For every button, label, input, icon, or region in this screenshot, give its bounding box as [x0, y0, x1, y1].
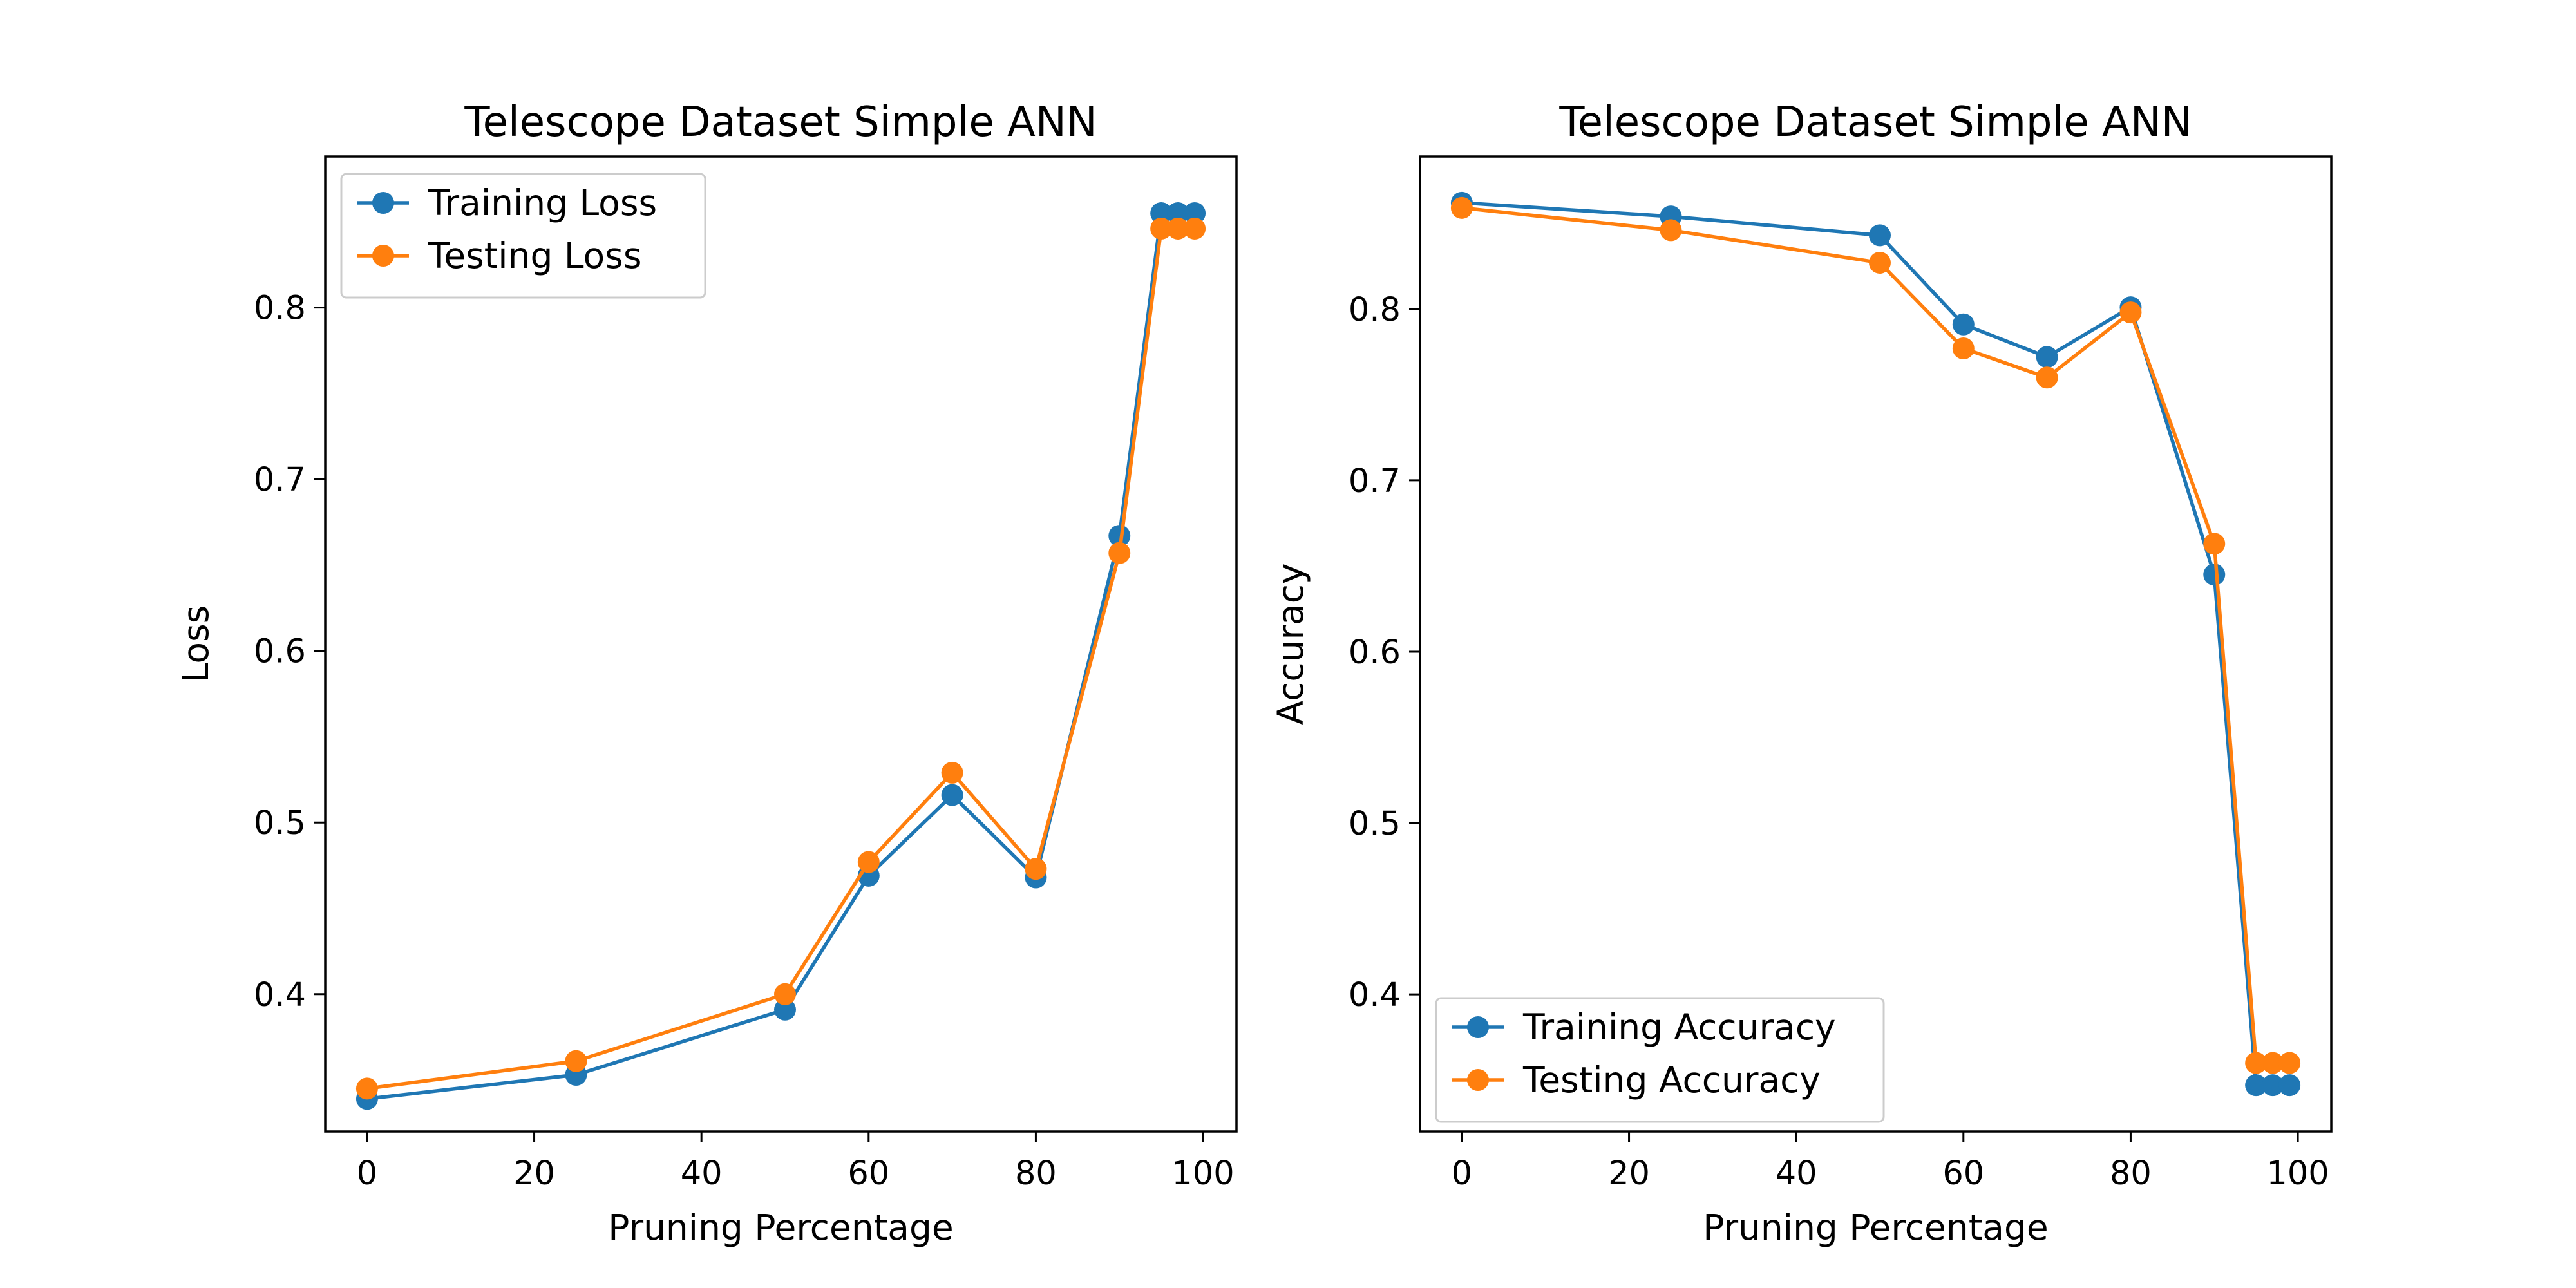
x-tick-label: 40 — [681, 1155, 723, 1193]
chart-title: Telescope Dataset Simple ANN — [1558, 99, 2192, 146]
legend-label: Testing Accuracy — [1522, 1059, 1821, 1101]
data-point — [941, 784, 963, 806]
series-line-2 — [1461, 206, 2290, 1065]
data-point — [1184, 202, 1206, 224]
y-tick-label: 0.8 — [1349, 291, 1401, 329]
legend-box — [1435, 997, 1885, 1123]
y-tick-label: 0.5 — [254, 804, 306, 842]
data-point — [1184, 217, 1206, 240]
data-point — [1108, 525, 1131, 547]
x-tick-label: 60 — [1942, 1155, 1984, 1193]
data-point — [1108, 542, 1131, 564]
data-point — [355, 1077, 378, 1100]
y-tick-label: 0.6 — [254, 633, 306, 671]
x-tick-label: 100 — [2266, 1155, 2329, 1193]
y-tick-label: 0.6 — [1349, 634, 1401, 672]
legend: Training Loss Testing Loss — [340, 173, 706, 299]
data-point — [1150, 217, 1173, 240]
data-point — [1660, 219, 1682, 242]
legend-swatch-marker — [1467, 1016, 1489, 1038]
x-axis-label: Pruning Percentage — [608, 1207, 953, 1248]
x-tick-label: 100 — [1171, 1155, 1234, 1193]
chart-panel-2: Telescope Dataset Simple ANN Pruning Perc… — [1270, 99, 2333, 1248]
x-axis-label: Pruning Percentage — [1703, 1207, 2048, 1248]
data-point — [1952, 337, 1975, 360]
data-point — [2278, 1052, 2301, 1074]
legend-label: Training Accuracy — [1522, 1007, 1836, 1048]
legend-label: Testing Loss — [428, 235, 641, 276]
y-axis-label: Loss — [175, 605, 216, 683]
y-tick-label: 0.7 — [254, 461, 306, 499]
plot-frame — [1419, 155, 2333, 1133]
data-point — [941, 761, 963, 784]
x-tick-label: 80 — [2110, 1155, 2152, 1193]
legend-label: Training Loss — [428, 182, 657, 223]
data-point — [1150, 202, 1173, 224]
data-point — [773, 998, 796, 1021]
data-point — [2036, 366, 2058, 389]
x-tick-label: 20 — [513, 1155, 555, 1193]
x-tick-label: 20 — [1608, 1155, 1650, 1193]
data-point — [1952, 313, 1975, 336]
data-point — [1025, 858, 1047, 880]
data-point — [773, 983, 796, 1005]
data-point — [2203, 533, 2226, 555]
series-line-1 — [366, 211, 1195, 1101]
data-point — [2203, 564, 2226, 586]
y-tick-label: 0.5 — [1349, 805, 1401, 843]
data-point — [2262, 1052, 2284, 1074]
y-tick-label: 0.4 — [1349, 976, 1401, 1014]
data-point — [1868, 224, 1891, 247]
chart-panel-1: Telescope Dataset Simple ANN Pruning Perc… — [175, 99, 1238, 1248]
data-point — [857, 851, 880, 873]
series-line-2 — [366, 227, 1195, 1091]
y-axis-label: Accuracy — [1270, 563, 1311, 724]
y-tick-label: 0.4 — [254, 976, 306, 1014]
x-tick-label: 80 — [1015, 1155, 1057, 1193]
chart-title: Telescope Dataset Simple ANN — [464, 99, 1097, 146]
data-point — [2278, 1074, 2301, 1097]
data-point — [2245, 1052, 2268, 1074]
plot-frame — [324, 155, 1238, 1133]
series-line-1 — [1461, 201, 2290, 1087]
legend-swatch-marker — [1467, 1069, 1489, 1091]
data-point — [2119, 301, 2142, 324]
data-point — [565, 1050, 587, 1072]
y-tick-label: 0.7 — [1349, 462, 1401, 500]
data-point — [1868, 251, 1891, 274]
y-tick-label: 0.8 — [254, 290, 306, 328]
legend-swatch-marker — [372, 245, 394, 267]
x-tick-label: 60 — [848, 1155, 889, 1193]
data-point — [2245, 1074, 2268, 1097]
legend-swatch-marker — [372, 192, 394, 214]
legend-box — [340, 173, 706, 299]
data-point — [1167, 217, 1189, 240]
data-point — [2262, 1074, 2284, 1097]
data-point — [1450, 196, 1473, 219]
x-tick-label: 0 — [1452, 1155, 1472, 1193]
x-tick-label: 0 — [357, 1155, 377, 1193]
data-point — [1167, 202, 1189, 224]
x-tick-label: 40 — [1776, 1155, 1817, 1193]
legend: Training Accuracy Testing Accuracy — [1435, 997, 1885, 1123]
data-point — [2036, 346, 2058, 368]
